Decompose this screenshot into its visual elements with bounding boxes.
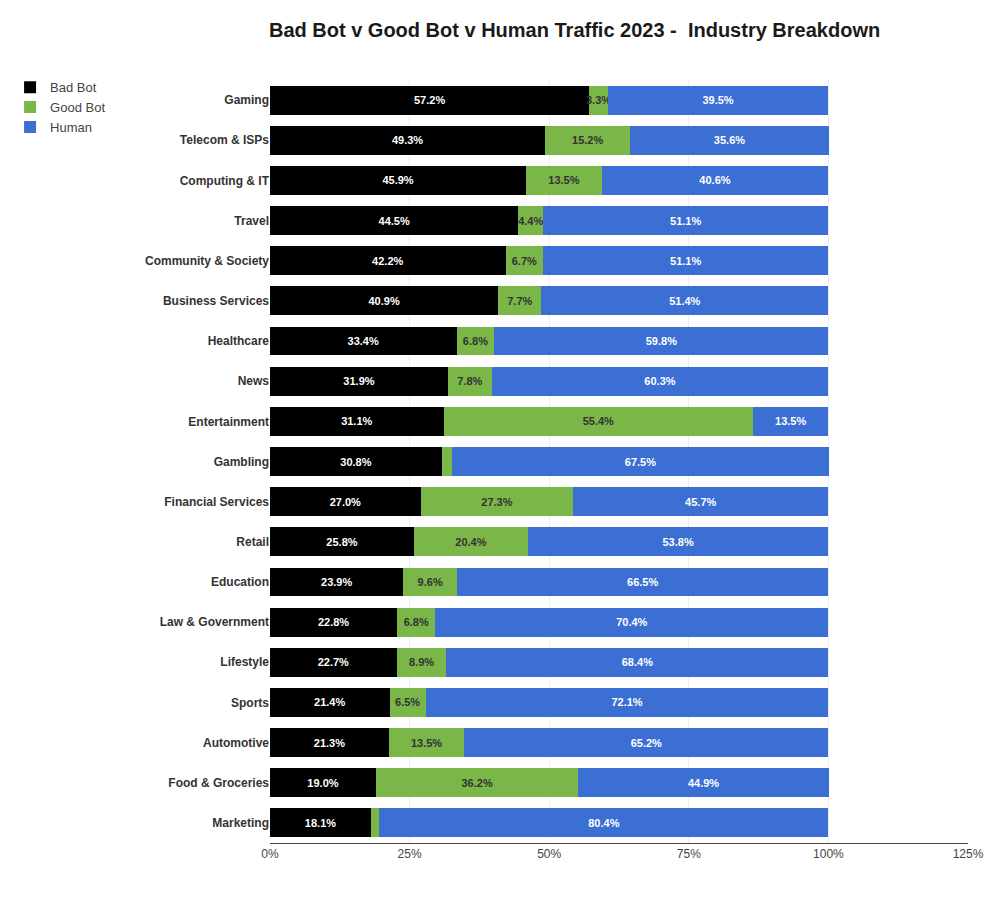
svg-text:6.5%: 6.5% <box>395 696 420 708</box>
svg-text:50%: 50% <box>537 847 561 861</box>
svg-text:45.7%: 45.7% <box>685 496 716 508</box>
svg-text:27.0%: 27.0% <box>330 496 361 508</box>
svg-text:39.5%: 39.5% <box>702 94 733 106</box>
svg-text:9.6%: 9.6% <box>418 576 443 588</box>
svg-text:80.4%: 80.4% <box>588 817 619 829</box>
svg-text:3.3%: 3.3% <box>586 94 611 106</box>
svg-text:Gambling: Gambling <box>214 455 269 469</box>
svg-text:8.9%: 8.9% <box>409 656 434 668</box>
svg-text:Financial Services: Financial Services <box>164 495 269 509</box>
svg-text:42.2%: 42.2% <box>372 255 403 267</box>
svg-text:Lifestyle: Lifestyle <box>220 655 269 669</box>
svg-text:Telecom & ISPs: Telecom & ISPs <box>180 133 269 147</box>
svg-text:27.3%: 27.3% <box>481 496 512 508</box>
svg-text:20.4%: 20.4% <box>455 536 486 548</box>
svg-text:Good Bot: Good Bot <box>50 100 105 115</box>
svg-text:25%: 25% <box>398 847 422 861</box>
svg-text:Marketing: Marketing <box>212 816 269 830</box>
svg-text:31.9%: 31.9% <box>343 375 374 387</box>
svg-text:51.1%: 51.1% <box>670 215 701 227</box>
svg-text:30.8%: 30.8% <box>340 456 371 468</box>
svg-text:Food & Groceries: Food & Groceries <box>168 776 269 790</box>
svg-text:40.9%: 40.9% <box>368 295 399 307</box>
svg-text:21.4%: 21.4% <box>314 696 345 708</box>
svg-text:4.4%: 4.4% <box>518 215 543 227</box>
svg-text:51.4%: 51.4% <box>669 295 700 307</box>
svg-text:Healthcare: Healthcare <box>208 334 270 348</box>
svg-text:Community & Society: Community & Society <box>145 254 269 268</box>
svg-text:Education: Education <box>211 575 269 589</box>
svg-text:Travel: Travel <box>234 214 269 228</box>
svg-text:25.8%: 25.8% <box>326 536 357 548</box>
svg-text:Business Services: Business Services <box>163 294 269 308</box>
svg-text:7.7%: 7.7% <box>507 295 532 307</box>
svg-text:60.3%: 60.3% <box>644 375 675 387</box>
svg-text:13.5%: 13.5% <box>411 737 442 749</box>
svg-text:68.4%: 68.4% <box>622 656 653 668</box>
svg-text:65.2%: 65.2% <box>631 737 662 749</box>
svg-text:13.5%: 13.5% <box>775 415 806 427</box>
svg-text:57.2%: 57.2% <box>414 94 445 106</box>
svg-text:22.7%: 22.7% <box>318 656 349 668</box>
svg-text:33.4%: 33.4% <box>348 335 379 347</box>
svg-text:6.8%: 6.8% <box>463 335 488 347</box>
svg-text:44.5%: 44.5% <box>379 215 410 227</box>
svg-text:Sports: Sports <box>231 696 269 710</box>
svg-text:67.5%: 67.5% <box>625 456 656 468</box>
svg-text:Automotive: Automotive <box>203 736 269 750</box>
svg-text:19.0%: 19.0% <box>307 777 338 789</box>
svg-text:23.9%: 23.9% <box>321 576 352 588</box>
svg-text:Entertainment: Entertainment <box>188 415 269 429</box>
svg-text:Bad Bot: Bad Bot <box>50 80 97 95</box>
svg-text:Gaming: Gaming <box>224 93 269 107</box>
svg-text:21.3%: 21.3% <box>314 737 345 749</box>
svg-text:Retail: Retail <box>236 535 269 549</box>
svg-text:59.8%: 59.8% <box>646 335 677 347</box>
svg-text:40.6%: 40.6% <box>699 174 730 186</box>
svg-text:15.2%: 15.2% <box>572 134 603 146</box>
svg-text:Human: Human <box>50 120 92 135</box>
svg-text:55.4%: 55.4% <box>583 415 614 427</box>
svg-text:7.8%: 7.8% <box>457 375 482 387</box>
svg-text:125%: 125% <box>953 847 984 861</box>
svg-text:53.8%: 53.8% <box>662 536 693 548</box>
svg-text:75%: 75% <box>677 847 701 861</box>
svg-text:35.6%: 35.6% <box>714 134 745 146</box>
svg-text:6.7%: 6.7% <box>512 255 537 267</box>
svg-text:Law & Government: Law & Government <box>160 615 269 629</box>
svg-text:51.1%: 51.1% <box>670 255 701 267</box>
svg-text:72.1%: 72.1% <box>611 696 642 708</box>
svg-text:36.2%: 36.2% <box>461 777 492 789</box>
svg-text:44.9%: 44.9% <box>688 777 719 789</box>
svg-text:66.5%: 66.5% <box>627 576 658 588</box>
svg-text:6.8%: 6.8% <box>404 616 429 628</box>
svg-text:Bad Bot v Good Bot v Human Tra: Bad Bot v Good Bot v Human Traffic 2023 … <box>269 19 880 41</box>
svg-text:0%: 0% <box>261 847 279 861</box>
svg-text:31.1%: 31.1% <box>341 415 372 427</box>
svg-text:18.1%: 18.1% <box>305 817 336 829</box>
svg-text:49.3%: 49.3% <box>392 134 423 146</box>
svg-text:22.8%: 22.8% <box>318 616 349 628</box>
svg-text:45.9%: 45.9% <box>382 174 413 186</box>
svg-text:100%: 100% <box>813 847 844 861</box>
svg-text:13.5%: 13.5% <box>548 174 579 186</box>
svg-text:News: News <box>238 374 270 388</box>
svg-text:70.4%: 70.4% <box>616 616 647 628</box>
svg-text:Computing & IT: Computing & IT <box>180 174 270 188</box>
